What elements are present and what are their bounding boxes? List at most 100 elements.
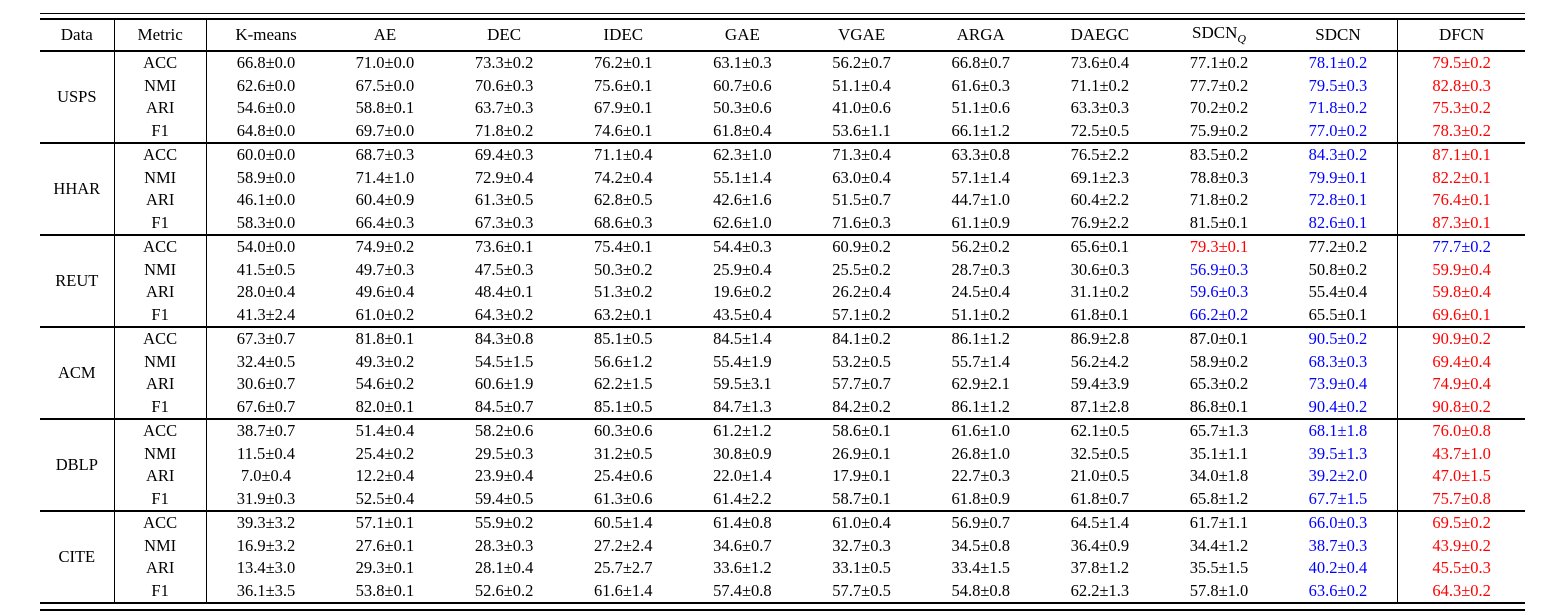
metric-label-cite-acc: ACC — [114, 511, 207, 535]
cell-usps-ari-dec: 63.7±0.3 — [474, 98, 534, 118]
cell-hhar-f1-gae: 62.6±1.0 — [682, 211, 802, 236]
row-acm-nmi: NMI 32.4±0.5 49.3±0.2 54.5±1.5 56.6±1.2 55.4±… — [40, 350, 1525, 373]
cell-dblp-ari-sdcn: 39.2±2.0 — [1308, 466, 1368, 486]
cell-usps-nmi-sdcn: 79.5±0.3 — [1308, 75, 1368, 95]
cell-dblp-f1-sdcnq: 65.8±1.2 — [1159, 487, 1279, 512]
cell-cite-nmi-dfcn: 43.9±0.2 — [1397, 534, 1525, 557]
cell-usps-acc-sdcn: 78.1±0.2 — [1308, 53, 1368, 73]
metric-label-usps-f1: F1 — [114, 119, 207, 144]
cell-acm-ari-dec: 60.6±1.9 — [474, 374, 534, 394]
cell-cite-ari-dec: 28.1±0.4 — [474, 558, 534, 578]
cell-reut-f1-idec: 63.2±0.1 — [563, 303, 683, 328]
cell-dblp-acc-sdcnq: 65.7±1.3 — [1189, 421, 1249, 441]
cell-usps-nmi-ae: 67.5±0.0 — [355, 75, 415, 95]
cell-reut-nmi-dec: 47.5±0.3 — [474, 259, 534, 279]
cell-reut-ari-ae: 49.6±0.4 — [355, 282, 415, 302]
cell-cite-ari-ae: 29.3±0.1 — [355, 558, 415, 578]
cell-hhar-ari-idec: 62.8±0.5 — [593, 190, 653, 210]
cell-dblp-ari-kmeans: 7.0±0.4 — [240, 466, 292, 486]
cell-dblp-acc-idec: 60.3±0.6 — [593, 421, 653, 441]
cell-cite-f1-dec: 52.6±0.2 — [444, 579, 564, 604]
cell-cite-nmi-kmeans: 16.9±3.2 — [236, 535, 296, 555]
cell-reut-nmi-sdcnq: 56.9±0.3 — [1189, 259, 1249, 279]
col-header-data: Data — [40, 20, 115, 52]
cell-usps-f1-daegc: 72.5±0.5 — [1040, 119, 1160, 144]
cell-usps-f1-dec: 71.8±0.2 — [444, 119, 564, 144]
cell-usps-nmi-idec: 75.6±0.1 — [593, 75, 653, 95]
cell-cite-acc-kmeans: 39.3±3.2 — [236, 513, 296, 533]
cell-usps-nmi-gae: 60.7±0.6 — [713, 75, 772, 95]
cell-hhar-acc-arga: 63.3±0.8 — [951, 145, 1010, 165]
cell-acm-f1-dec: 84.5±0.7 — [444, 395, 564, 420]
cell-reut-acc-sdcnq: 79.3±0.1 — [1189, 237, 1249, 257]
cell-usps-acc-ae: 71.0±0.0 — [355, 53, 415, 73]
cell-reut-acc-dfcn: 77.7±0.2 — [1397, 235, 1525, 259]
cell-hhar-nmi-dfcn: 82.2±0.1 — [1397, 166, 1525, 189]
cell-cite-f1-kmeans: 36.1±3.5 — [206, 579, 326, 604]
col-header-idec: IDEC — [563, 20, 683, 52]
metric-label-hhar-acc: ACC — [114, 143, 207, 167]
cell-usps-ari-sdcn: 71.8±0.2 — [1308, 98, 1368, 118]
cell-reut-acc-ae: 74.9±0.2 — [355, 237, 415, 257]
cell-hhar-f1-arga: 61.1±0.9 — [921, 211, 1041, 236]
cell-cite-nmi-arga: 34.5±0.8 — [951, 535, 1010, 555]
cell-hhar-acc-idec: 71.1±0.4 — [593, 145, 653, 165]
cell-usps-f1-gae: 61.8±0.4 — [682, 119, 802, 144]
dataset-label-usps: USPS — [40, 51, 115, 144]
cell-dblp-acc-sdcn: 68.1±1.8 — [1308, 421, 1368, 441]
cell-hhar-nmi-gae: 55.1±1.4 — [713, 167, 772, 187]
cell-hhar-f1-kmeans: 58.3±0.0 — [206, 211, 326, 236]
table-header: Data Metric K-means AE DEC IDEC GAE VGAE ARGA DAE… — [40, 20, 1525, 52]
cell-cite-f1-gae: 57.4±0.8 — [682, 579, 802, 604]
cell-acm-f1-dfcn: 90.8±0.2 — [1397, 395, 1525, 420]
cell-usps-acc-idec: 76.2±0.1 — [593, 53, 653, 73]
row-acm-acc: ACM ACC 67.3±0.7 81.8±0.1 84.3±0.8 85.1±0.5 84… — [40, 327, 1525, 420]
cell-dblp-ari-dec: 23.9±0.4 — [474, 466, 534, 486]
col-header-metric: Metric — [114, 20, 207, 52]
cell-dblp-ari-daegc: 21.0±0.5 — [1070, 466, 1130, 486]
cell-cite-f1-arga: 54.8±0.8 — [921, 579, 1041, 604]
cell-dblp-f1-daegc: 61.8±0.7 — [1040, 487, 1160, 512]
metric-label-acm-f1: F1 — [114, 395, 207, 420]
cell-cite-ari-daegc: 37.8±1.2 — [1070, 558, 1130, 578]
cell-dblp-ari-idec: 25.4±0.6 — [593, 466, 653, 486]
cell-reut-ari-idec: 51.3±0.2 — [593, 282, 653, 302]
cell-hhar-nmi-daegc: 69.1±2.3 — [1070, 167, 1130, 187]
cell-hhar-ari-ae: 60.4±0.9 — [355, 190, 415, 210]
metric-label-dblp-ari: ARI — [114, 465, 207, 488]
cell-dblp-nmi-idec: 31.2±0.5 — [593, 443, 653, 463]
cell-dblp-nmi-daegc: 32.5±0.5 — [1070, 443, 1130, 463]
cell-hhar-f1-dfcn: 87.3±0.1 — [1397, 211, 1525, 236]
cell-reut-ari-dec: 48.4±0.1 — [474, 282, 534, 302]
col-header-daegc: DAEGC — [1040, 20, 1160, 52]
cell-cite-ari-sdcnq: 35.5±1.5 — [1189, 558, 1249, 578]
cell-hhar-acc-sdcn: 84.3±0.2 — [1308, 145, 1368, 165]
cell-hhar-acc-daegc: 76.5±2.2 — [1070, 145, 1130, 165]
cell-usps-acc-arga: 66.8±0.7 — [951, 53, 1010, 73]
cell-reut-f1-dfcn: 69.6±0.1 — [1397, 303, 1525, 328]
cell-reut-ari-sdcnq: 59.6±0.3 — [1189, 282, 1249, 302]
cell-cite-nmi-dec: 28.3±0.3 — [474, 535, 534, 555]
metric-label-hhar-ari: ARI — [114, 189, 207, 212]
cell-dblp-f1-dfcn: 75.7±0.8 — [1397, 487, 1525, 512]
cell-usps-nmi-kmeans: 62.6±0.0 — [236, 75, 296, 95]
row-dblp-nmi: NMI 11.5±0.4 25.4±0.2 29.5±0.3 31.2±0.5 30.8±… — [40, 442, 1525, 465]
cell-cite-acc-ae: 57.1±0.1 — [355, 513, 415, 533]
cell-dblp-acc-ae: 51.4±0.4 — [355, 421, 415, 441]
cell-hhar-nmi-ae: 71.4±1.0 — [355, 167, 415, 187]
cell-hhar-f1-idec: 68.6±0.3 — [563, 211, 683, 236]
cell-dblp-f1-vgae: 58.7±0.1 — [801, 487, 922, 512]
cell-reut-f1-ae: 61.0±0.2 — [325, 303, 445, 328]
row-cite-ari: ARI 13.4±3.0 29.3±0.1 28.1±0.4 25.7±2.7 33.6±… — [40, 557, 1525, 580]
cell-reut-acc-kmeans: 54.0±0.0 — [236, 237, 296, 257]
cell-acm-nmi-dfcn: 69.4±0.4 — [1397, 350, 1525, 373]
cell-usps-ari-ae: 58.8±0.1 — [355, 98, 415, 118]
cell-acm-acc-sdcn: 90.5±0.2 — [1308, 329, 1368, 349]
cell-usps-ari-kmeans: 54.6±0.0 — [236, 98, 296, 118]
row-cite-acc: CITE ACC 39.3±3.2 57.1±0.1 55.9±0.2 60.5±1.4 6… — [40, 511, 1525, 604]
metric-label-dblp-nmi: NMI — [114, 442, 207, 465]
cell-dblp-nmi-arga: 26.8±1.0 — [951, 443, 1010, 463]
cell-acm-acc-ae: 81.8±0.1 — [355, 329, 415, 349]
row-dblp-acc: DBLP ACC 38.7±0.7 51.4±0.4 58.2±0.6 60.3±0.6 6… — [40, 419, 1525, 512]
